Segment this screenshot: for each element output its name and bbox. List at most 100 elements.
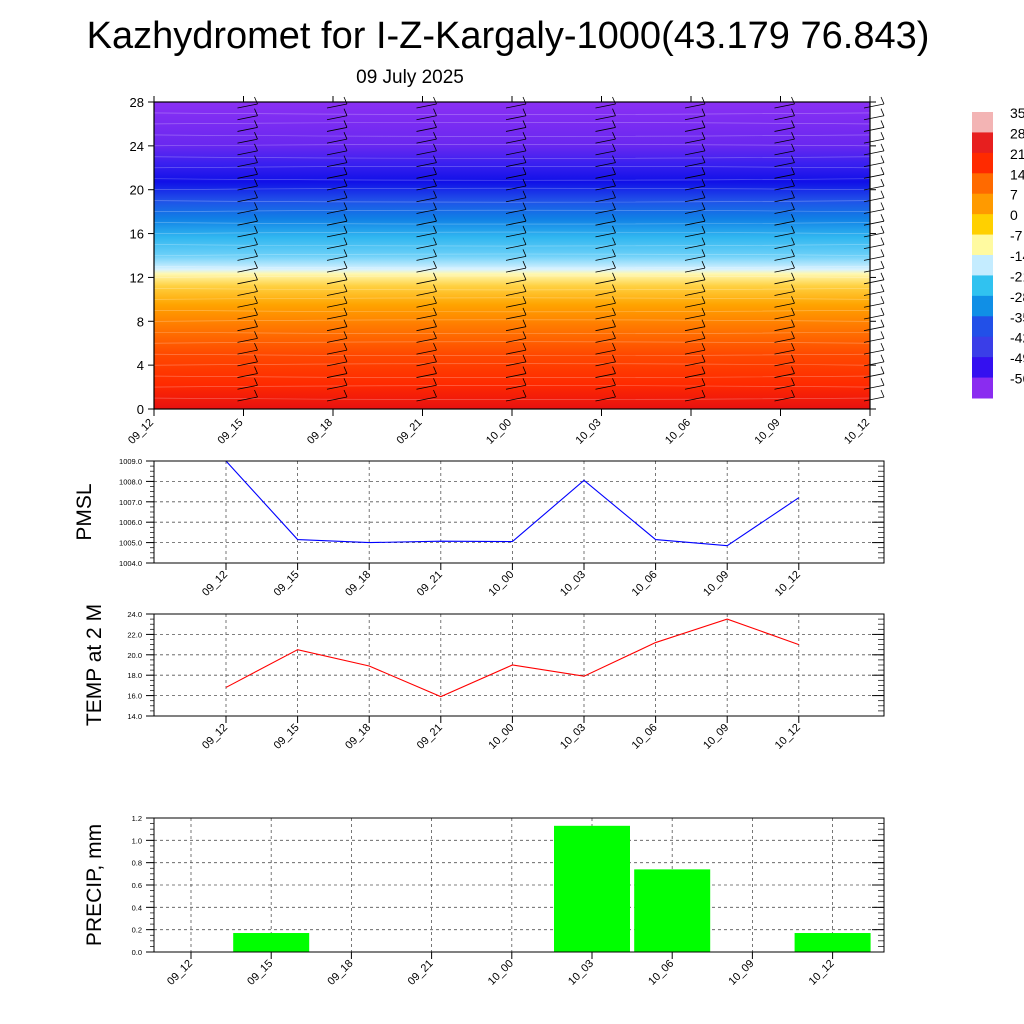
wind-barb xyxy=(505,291,527,296)
color-scale-label: 14 xyxy=(1010,166,1024,182)
x-tick-label: 10_00 xyxy=(486,958,516,988)
wind-barb xyxy=(237,396,258,402)
wind-barb xyxy=(595,197,616,203)
wind-barb xyxy=(612,378,616,386)
wind-barb xyxy=(505,279,527,285)
wind-barb xyxy=(701,307,706,316)
wind-barb xyxy=(522,307,527,316)
y-tick-label: 1005.0 xyxy=(119,539,142,548)
pmsl-panel: 1004.0 1005.0 1006.0 1007.0 1008.0 1009.0 09_1… xyxy=(119,457,885,599)
wind-barb xyxy=(254,389,258,398)
wind-barb xyxy=(863,255,885,261)
y-tick-label: 0.6 xyxy=(132,881,142,890)
wind-barb xyxy=(416,279,437,285)
x-tick-label: 09_18 xyxy=(325,958,355,988)
wind-barb xyxy=(433,120,437,128)
isotherm xyxy=(153,275,871,278)
wind-barb xyxy=(522,167,527,175)
x-tick-label: 10_03 xyxy=(566,958,596,988)
wind-barb xyxy=(863,361,885,367)
wind-barb xyxy=(684,232,706,238)
wind-barb xyxy=(684,209,706,214)
color-scale-swatch xyxy=(972,214,993,236)
wind-barb xyxy=(326,127,348,132)
wind-barb xyxy=(522,249,527,257)
wind-barb xyxy=(505,338,527,343)
wind-barb xyxy=(612,296,616,304)
wind-barb xyxy=(880,178,885,187)
color-scale-label: 7 xyxy=(1010,187,1018,203)
wind-barb xyxy=(774,361,795,367)
y-tick-label: 1.2 xyxy=(132,814,142,823)
y-tick-label: 0.4 xyxy=(132,903,142,912)
y-tick-label: 12 xyxy=(130,270,144,285)
wind-barb xyxy=(595,255,616,261)
wind-barb xyxy=(774,220,795,226)
wind-barb xyxy=(237,115,258,121)
wind-barb xyxy=(612,389,616,398)
wind-barb xyxy=(612,167,616,175)
wind-barb xyxy=(595,361,616,367)
x-tick-label: 09_15 xyxy=(245,958,275,988)
wind-barb xyxy=(326,338,348,343)
wind-barb xyxy=(505,244,527,250)
color-scale-label: -35 xyxy=(1010,309,1024,325)
wind-barb xyxy=(343,389,348,398)
wind-barb xyxy=(416,373,437,378)
wind-barb xyxy=(791,331,795,339)
wind-barb xyxy=(343,225,348,234)
wind-barb xyxy=(326,396,348,402)
wind-barb xyxy=(684,384,706,390)
wind-barb xyxy=(595,338,616,343)
wind-barb xyxy=(505,384,527,390)
wind-barb xyxy=(505,373,527,378)
y-tick-label: 0 xyxy=(137,402,144,417)
wind-barb xyxy=(774,209,795,214)
color-scale-label: -14 xyxy=(1010,248,1024,264)
wind-barb xyxy=(612,202,616,210)
wind-barb xyxy=(254,132,258,140)
wind-barb xyxy=(880,342,885,351)
wind-barb xyxy=(791,120,795,128)
wind-barb xyxy=(684,326,706,332)
wind-barb xyxy=(237,361,258,367)
wind-barb xyxy=(880,167,885,175)
wind-barb xyxy=(505,138,527,144)
wind-barb xyxy=(612,366,616,374)
isotherm xyxy=(153,363,871,366)
wind-barb xyxy=(326,185,348,191)
wind-barb xyxy=(254,249,258,257)
wind-barb xyxy=(701,260,706,269)
x-tick-label: 10_00 xyxy=(486,569,516,599)
wind-barb xyxy=(863,150,885,156)
wind-barb xyxy=(774,197,795,203)
y-tick-label: 22.0 xyxy=(127,630,142,639)
wind-barb xyxy=(701,202,706,210)
wind-barb xyxy=(237,127,258,132)
wind-barb xyxy=(880,366,885,374)
x-tick-label: 09_21 xyxy=(415,569,445,599)
precip-bar xyxy=(554,825,630,952)
wind-barb xyxy=(522,366,527,374)
x-tick-label: 10_00 xyxy=(484,417,514,447)
y-tick-label: 24.0 xyxy=(127,610,142,619)
y-tick-label: 1009.0 xyxy=(119,457,142,466)
wind-barb-column xyxy=(416,96,437,402)
wind-barb xyxy=(237,302,258,308)
color-scale-label: -21 xyxy=(1010,268,1024,284)
wind-barb xyxy=(254,96,258,105)
x-tick-label: 09_18 xyxy=(343,722,373,752)
wind-barb xyxy=(774,373,795,378)
wind-barb xyxy=(343,120,348,128)
color-scale-swatch xyxy=(972,377,993,399)
wind-barb xyxy=(254,260,258,269)
wind-barb xyxy=(880,284,885,292)
wind-barb xyxy=(863,115,885,121)
wind-barb xyxy=(701,190,706,198)
wind-barb xyxy=(433,249,437,257)
wind-barb xyxy=(595,127,616,132)
wind-barb xyxy=(254,378,258,386)
x-tick-label: 10_12 xyxy=(773,722,803,752)
wind-barb xyxy=(522,284,527,292)
wind-barb xyxy=(237,349,258,355)
